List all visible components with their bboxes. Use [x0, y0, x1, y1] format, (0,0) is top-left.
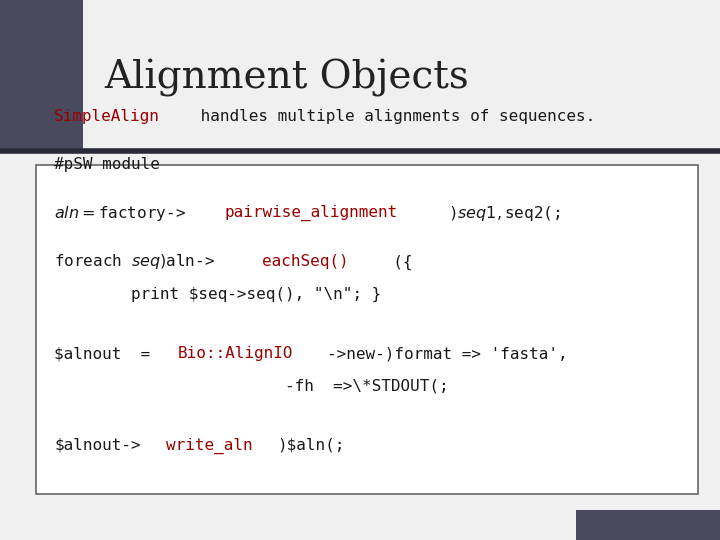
Text: -fh  =>\*STDOUT(;: -fh =>\*STDOUT(; [54, 379, 449, 394]
Text: handles multiple alignments of sequences.: handles multiple alignments of sequences… [191, 109, 595, 124]
Text: )$seq1, $seq2(;: )$seq1, $seq2(; [448, 204, 560, 223]
Text: )$aln(;: )$aln(; [277, 438, 345, 453]
FancyBboxPatch shape [36, 165, 698, 494]
Text: #pSW module: #pSW module [54, 157, 160, 172]
Bar [0, 0, 83, 151]
Text: ->new-)format => 'fasta',: ->new-)format => 'fasta', [327, 346, 568, 361]
Bar [576, 510, 720, 540]
Text: Bio::AlignIO: Bio::AlignIO [178, 346, 294, 361]
Text: $alnout->: $alnout-> [54, 438, 140, 453]
Text: $aln  =$factory->: $aln =$factory-> [54, 204, 186, 223]
Text: foreach $seq ) $aln->: foreach $seq ) $aln-> [54, 252, 215, 272]
Text: SimpleAlign: SimpleAlign [54, 109, 160, 124]
Text: write_aln: write_aln [166, 437, 253, 454]
Text: $alnout  =: $alnout = [54, 346, 150, 361]
Text: pairwise_alignment: pairwise_alignment [225, 205, 397, 221]
Text: Alignment Objects: Alignment Objects [104, 59, 469, 97]
Text: ({: ({ [374, 254, 412, 269]
Text: eachSeq(): eachSeq() [262, 254, 348, 269]
Text: print $seq->seq(), "\n"; }: print $seq->seq(), "\n"; } [54, 287, 382, 302]
